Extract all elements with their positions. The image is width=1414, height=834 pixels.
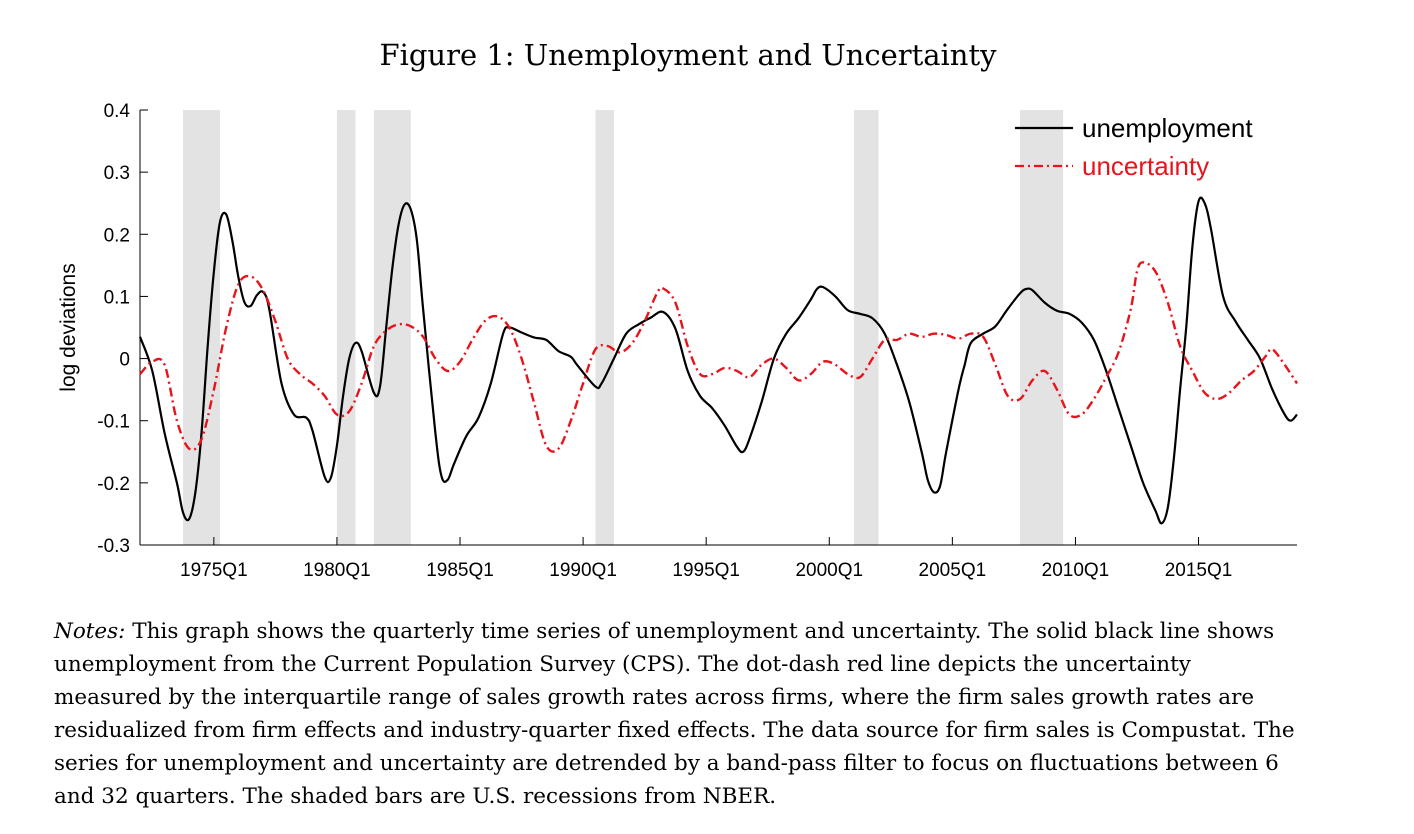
recession-bar-0 bbox=[183, 110, 221, 545]
y-tick-label: 0 bbox=[119, 350, 130, 371]
x-tick-label: 1985Q1 bbox=[426, 560, 494, 581]
notes-text: This graph shows the quarterly time seri… bbox=[54, 619, 1295, 809]
x-tick-label: 2010Q1 bbox=[1042, 560, 1110, 581]
y-tick-label: -0.2 bbox=[97, 474, 130, 495]
legend-label-unemployment: unemployment bbox=[1082, 113, 1253, 143]
series-lines bbox=[138, 196, 1298, 525]
x-tick-label: 1975Q1 bbox=[180, 560, 248, 581]
axes: 0.4 0.3 0.2 0.1 0 -0.1 -0.2 -0.3 1975Q1 1980Q1 198… bbox=[97, 101, 1297, 581]
y-tick-label: 0.1 bbox=[104, 287, 130, 308]
recession-bars bbox=[183, 110, 1064, 545]
x-tick-label: 1980Q1 bbox=[303, 560, 371, 581]
y-tick-label: -0.3 bbox=[97, 536, 130, 557]
x-tick-label: 2000Q1 bbox=[795, 560, 863, 581]
y-tick-label: -0.1 bbox=[97, 412, 130, 433]
y-axis-label: log deviations bbox=[57, 263, 80, 391]
y-tick-label: 0.3 bbox=[104, 163, 130, 184]
y-tick-label: 0.4 bbox=[104, 101, 131, 122]
x-tick-label: 1995Q1 bbox=[672, 560, 740, 581]
x-tick-label: 2005Q1 bbox=[919, 560, 987, 581]
line-chart: 0.4 0.3 0.2 0.1 0 -0.1 -0.2 -0.3 1975Q1 1980Q1 198… bbox=[57, 101, 1298, 581]
x-tick-label: 1990Q1 bbox=[549, 560, 617, 581]
legend-label-uncertainty: uncertainty bbox=[1082, 151, 1209, 181]
y-tick-label: 0.2 bbox=[104, 225, 130, 246]
recession-bar-1 bbox=[336, 110, 356, 545]
x-tick-label: 2015Q1 bbox=[1165, 560, 1233, 581]
series-line-unemployment bbox=[138, 196, 1298, 525]
recession-bar-4 bbox=[853, 110, 879, 545]
recession-bar-3 bbox=[595, 110, 614, 545]
series-line-uncertainty bbox=[139, 261, 1298, 453]
figure-title: Figure 1: Unemployment and Uncertainty bbox=[379, 38, 997, 72]
recession-bar-5 bbox=[1020, 110, 1064, 545]
figure-notes: Notes: This graph shows the quarterly ti… bbox=[54, 615, 1304, 813]
legend: unemployment uncertainty bbox=[1015, 113, 1253, 181]
notes-label: Notes: bbox=[54, 619, 126, 644]
